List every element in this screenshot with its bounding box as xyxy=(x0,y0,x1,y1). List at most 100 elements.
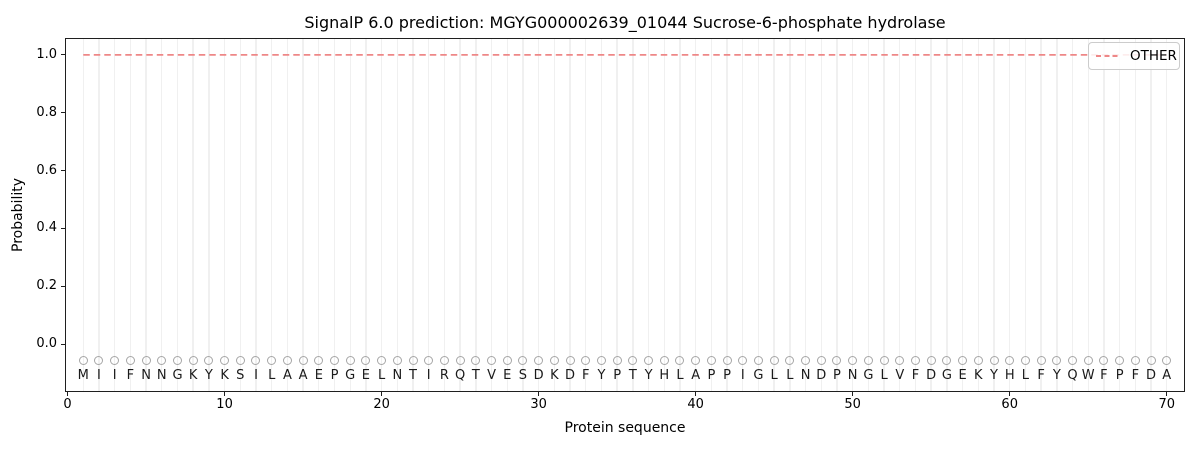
gridline xyxy=(537,39,540,391)
residue-letter: K xyxy=(550,368,559,384)
residue-letter: Y xyxy=(644,368,653,384)
residue-marker xyxy=(1099,356,1109,366)
gridline xyxy=(663,39,665,391)
residue-marker xyxy=(1068,356,1077,366)
y-tick-label: 0.4 xyxy=(36,220,57,236)
residue-letter: G xyxy=(172,368,183,384)
residue-marker xyxy=(377,356,387,366)
gridline xyxy=(1024,39,1027,391)
residue-marker xyxy=(1115,356,1125,366)
residue-marker xyxy=(518,356,528,366)
x-tick-mark xyxy=(852,392,854,396)
chart-title: SignalP 6.0 prediction: MGYG000002639_01… xyxy=(304,13,946,32)
residue-letter: T xyxy=(409,368,417,384)
x-tick-mark xyxy=(1166,392,1168,396)
residue-letter: W xyxy=(1081,368,1095,384)
gridline xyxy=(1134,39,1136,391)
residue-marker xyxy=(863,356,873,366)
residue-letter: S xyxy=(518,368,528,384)
residue-marker xyxy=(738,356,748,366)
residue-letter: I xyxy=(112,368,117,384)
residue-letter: D xyxy=(533,368,544,384)
residue-marker xyxy=(753,356,763,366)
y-tick-label: 0.8 xyxy=(36,104,57,120)
residue-letter: A xyxy=(691,368,701,384)
residue-marker xyxy=(769,356,779,366)
residue-letter: I xyxy=(97,368,101,384)
gridline xyxy=(930,39,932,391)
residue-letter: K xyxy=(188,368,198,384)
residue-marker xyxy=(973,356,983,366)
gridline xyxy=(726,39,728,391)
residue-marker xyxy=(110,356,120,366)
residue-letter: F xyxy=(126,368,135,384)
residue-marker xyxy=(204,356,214,366)
residue-marker xyxy=(94,356,104,366)
residue-marker xyxy=(816,356,826,366)
residue-letter: N xyxy=(392,368,403,384)
gridline xyxy=(694,39,697,391)
residue-marker xyxy=(314,356,324,366)
gridline xyxy=(365,39,367,391)
residue-marker xyxy=(424,356,434,366)
residue-marker xyxy=(78,356,88,366)
residue-marker xyxy=(1020,356,1030,366)
gridline xyxy=(742,39,744,391)
residue-letter: H xyxy=(1004,368,1015,384)
residue-marker xyxy=(910,356,920,366)
residue-letter: A xyxy=(1162,368,1172,384)
residue-marker xyxy=(879,356,889,366)
residue-letter: G xyxy=(941,368,952,384)
gridline xyxy=(270,39,273,391)
residue-letter: N xyxy=(156,368,167,384)
residue-letter: Q xyxy=(1067,368,1078,384)
x-tick-label: 0 xyxy=(63,397,72,412)
gridline xyxy=(113,39,116,391)
gridline xyxy=(569,39,571,391)
residue-letter: Y xyxy=(204,368,213,384)
gridline xyxy=(318,39,320,391)
gridline xyxy=(1166,39,1168,391)
residue-marker xyxy=(549,356,559,366)
residue-letter: M xyxy=(77,368,89,384)
residue-letter: F xyxy=(911,368,920,384)
residue-letter: P xyxy=(707,368,716,384)
gridline xyxy=(946,39,948,391)
gridline xyxy=(145,39,147,391)
y-tick-mark xyxy=(61,170,65,172)
gridline xyxy=(710,39,713,391)
residue-marker xyxy=(1130,356,1140,366)
residue-marker xyxy=(534,356,544,366)
residue-letter: I xyxy=(740,368,745,384)
x-axis-label: Protein sequence xyxy=(564,420,686,436)
gridline xyxy=(585,39,587,391)
x-tick-label: 60 xyxy=(1001,397,1018,412)
residue-letter: S xyxy=(236,368,245,384)
gridline xyxy=(789,39,791,391)
residue-marker xyxy=(942,356,952,366)
residue-marker xyxy=(581,356,591,366)
legend-dashed-line-sample xyxy=(1096,55,1121,57)
residue-marker xyxy=(345,356,355,366)
gridline xyxy=(977,39,979,391)
gridline xyxy=(647,39,650,391)
residue-marker xyxy=(1146,356,1156,366)
gridline xyxy=(506,39,508,391)
gridline xyxy=(176,39,179,391)
residue-marker xyxy=(691,356,701,366)
gridline xyxy=(286,39,289,391)
gridline xyxy=(129,39,132,391)
residue-marker xyxy=(801,356,811,366)
residue-letter: E xyxy=(361,368,371,384)
gridline xyxy=(82,39,84,391)
x-tick-label: 70 xyxy=(1158,397,1175,412)
residue-letter: D xyxy=(565,368,576,384)
gridline xyxy=(333,39,336,391)
residue-letter: V xyxy=(487,368,496,384)
residue-letter: L xyxy=(1021,368,1030,384)
residue-letter: P xyxy=(833,368,841,384)
residue-letter: G xyxy=(345,368,356,384)
residue-marker xyxy=(785,356,795,366)
residue-letter: A xyxy=(298,368,308,384)
